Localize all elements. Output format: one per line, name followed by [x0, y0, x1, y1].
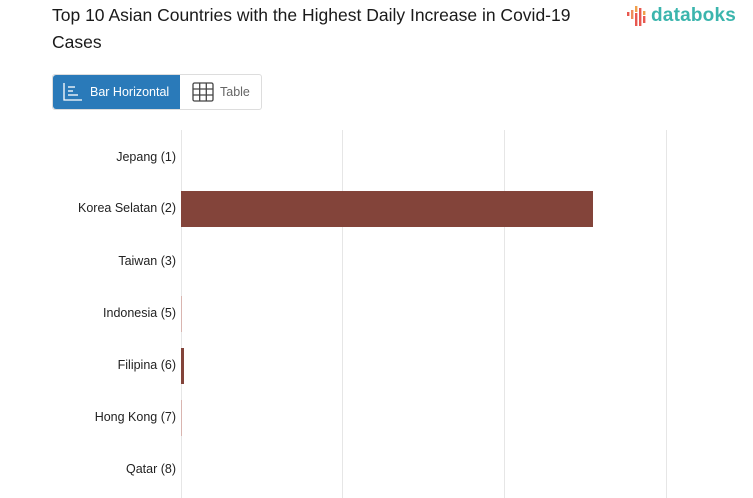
bar-korea-selatan[interactable]	[181, 191, 593, 227]
table-label: Table	[220, 85, 250, 99]
chart-row: Korea Selatan (2)	[0, 182, 753, 234]
gridline	[666, 130, 667, 498]
table-button[interactable]: Table	[180, 75, 250, 109]
logo-text: databoks	[651, 5, 737, 26]
chart-row: Qatar (8)	[0, 443, 753, 495]
chart-row: Indonesia (5)	[0, 287, 753, 339]
databoks-logo[interactable]: databoks	[626, 4, 736, 28]
category-label: Filipina (6)	[117, 358, 176, 372]
chart-row: Filipina (6)	[0, 339, 753, 391]
gridline	[342, 130, 343, 498]
bar-hong-kong[interactable]	[181, 400, 182, 436]
bar-indonesia[interactable]	[181, 296, 182, 332]
bar-chart: Jepang (1) Korea Selatan (2) Taiwan (3) …	[0, 130, 753, 498]
view-toggle: Bar Horizontal Table	[52, 74, 262, 110]
gridline	[504, 130, 505, 498]
category-label: Jepang (1)	[116, 150, 176, 164]
chart-title: Top 10 Asian Countries with the Highest …	[52, 5, 571, 52]
table-grid-icon	[192, 82, 214, 102]
chart-row: Hong Kong (7)	[0, 391, 753, 443]
category-label: Indonesia (5)	[103, 306, 176, 320]
chart-row: Jepang (1)	[0, 131, 753, 183]
bar-horizontal-label: Bar Horizontal	[90, 85, 170, 99]
category-label: Qatar (8)	[125, 462, 176, 476]
bar-horizontal-icon	[63, 83, 82, 101]
chart-row: Taiwan (3)	[0, 235, 753, 287]
bar-horizontal-button[interactable]: Bar Horizontal	[53, 75, 180, 109]
category-label: Taiwan (3)	[118, 254, 176, 268]
logo-bars-icon	[627, 6, 646, 26]
bar-filipina[interactable]	[181, 348, 184, 384]
category-label: Hong Kong (7)	[94, 410, 176, 424]
category-label: Korea Selatan (2)	[78, 201, 176, 215]
